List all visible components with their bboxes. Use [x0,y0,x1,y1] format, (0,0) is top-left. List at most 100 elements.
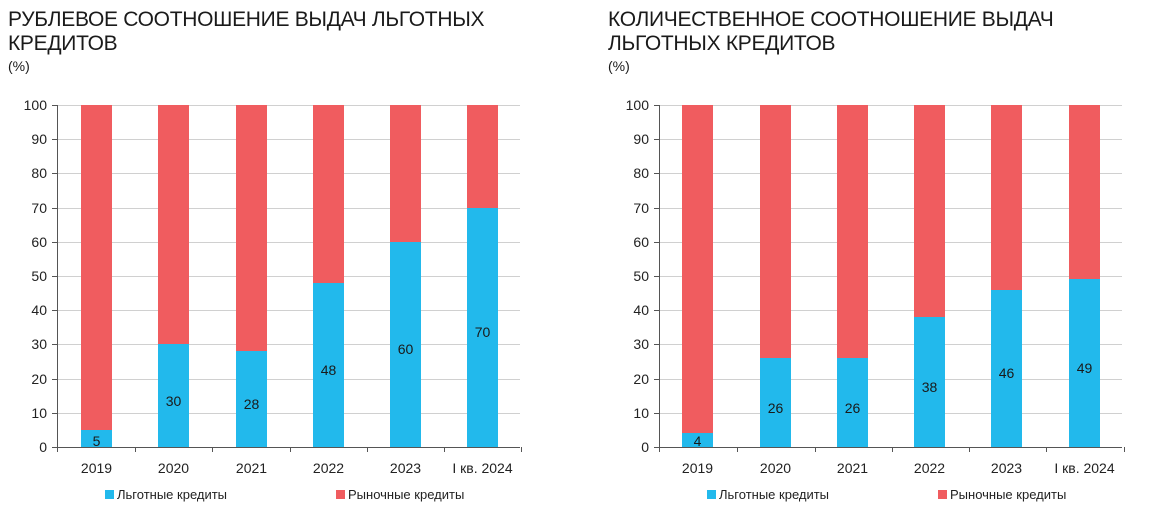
gridline [57,241,520,243]
gridline [659,105,1122,106]
y-axis [659,105,660,447]
x-tick [135,447,136,452]
y-tick [654,447,659,448]
y-tick [654,412,659,414]
x-tick [659,447,660,452]
gridline [57,139,520,141]
y-tick-label: 90 [633,131,649,148]
bar-preferential-loans [236,351,267,447]
y-tick [654,207,659,209]
legend-item-market: Рыночные кредиты [938,487,1066,502]
bar-market-loans [914,105,945,318]
gridline [659,378,1122,380]
data-label: 4 [693,433,702,449]
legend-label: Льготные кредиты [719,487,830,502]
legend-item-preferential: Льготные кредиты [707,487,829,502]
bar-market-loans [390,105,421,242]
data-label: 48 [320,361,337,378]
bar-preferential-loans [837,358,868,447]
chart-unit-label: (%) [608,58,630,74]
x-axis [57,447,520,448]
gridline [57,344,520,346]
bar-preferential-loans [313,282,344,447]
chart-title: КОЛИЧЕСТВЕННОЕ СООТНОШЕНИЕ ВЫДАЧ ЛЬГОТНЫ… [608,8,1054,55]
y-tick-label: 90 [31,131,47,148]
y-tick-label: 40 [633,302,649,319]
data-label: 26 [767,399,784,416]
gridline [57,412,520,414]
gridline [659,310,1122,312]
y-tick [52,412,57,414]
y-tick [52,105,57,106]
data-label: 5 [92,433,101,449]
y-tick-label: 80 [31,165,47,182]
bar-market-loans [467,105,498,208]
y-tick [52,139,57,141]
y-tick [52,241,57,243]
y-tick-label: 70 [633,199,649,216]
y-tick [52,378,57,380]
bar-preferential-loans [467,207,498,447]
bar-preferential-loans [760,358,791,447]
gridline [659,139,1122,141]
y-tick-label: 0 [39,439,47,455]
x-tick [891,447,893,452]
y-tick-label: 30 [31,336,47,353]
x-tick-label: 2020 [759,460,792,476]
bar-preferential-loans [158,344,189,447]
y-tick-label: 80 [633,165,649,182]
x-tick-label: 2019 [681,460,714,476]
bar-market-loans [837,105,868,359]
y-tick-label: 40 [31,302,47,319]
x-tick [290,447,291,452]
gridline [57,378,520,380]
y-tick [654,139,659,141]
x-tick [212,447,213,452]
gridline [659,276,1122,277]
bar-market-loans [236,105,267,352]
y-axis [57,105,58,447]
gridline [659,412,1122,414]
y-tick [52,344,57,346]
data-label: 60 [397,341,414,358]
y-tick [654,276,659,277]
x-tick-label: 2021 [235,460,268,476]
x-tick-label: 2021 [836,460,869,476]
x-tick [444,447,445,452]
legend-swatch-blue [707,490,716,499]
legend-swatch-blue [105,490,114,499]
x-tick-label: 2023 [389,460,422,476]
y-tick-label: 0 [641,439,649,455]
y-tick-label: 60 [633,233,649,250]
legend-label: Рыночные кредиты [348,487,465,502]
x-tick [1123,447,1125,452]
gridline [659,173,1122,175]
bar-market-loans [313,105,344,283]
data-label: 46 [998,365,1015,382]
x-tick [968,447,970,452]
bar-market-loans [158,105,189,345]
chart-count-ratio: КОЛИЧЕСТВЕННОЕ СООТНОШЕНИЕ ВЫДАЧ ЛЬГОТНЫ… [608,0,1161,514]
bar-preferential-loans [81,429,112,447]
y-tick [52,207,57,209]
bar-market-loans [760,105,791,359]
y-tick-label: 60 [31,233,47,250]
bar-market-loans [682,105,713,434]
x-tick [736,447,738,452]
gridline [659,344,1122,346]
y-tick [52,173,57,175]
x-axis [659,447,1122,448]
data-label: 28 [243,396,260,413]
bar-preferential-loans [1069,279,1100,447]
legend-label: Рыночные кредиты [950,487,1067,502]
chart-title: РУБЛЕВОЕ СООТНОШЕНИЕ ВЫДАЧ ЛЬГОТНЫХ КРЕД… [8,8,485,55]
y-tick-label: 50 [633,268,649,284]
chart-unit-label: (%) [8,58,30,74]
x-tick-label: 2019 [80,460,113,476]
chart-ruble-ratio: РУБЛЕВОЕ СООТНОШЕНИЕ ВЫДАЧ ЛЬГОТНЫХ КРЕД… [8,0,568,514]
y-tick [654,310,659,312]
y-tick-label: 70 [31,199,47,216]
x-tick [57,447,58,452]
gridline [57,207,520,209]
y-tick [52,276,57,277]
